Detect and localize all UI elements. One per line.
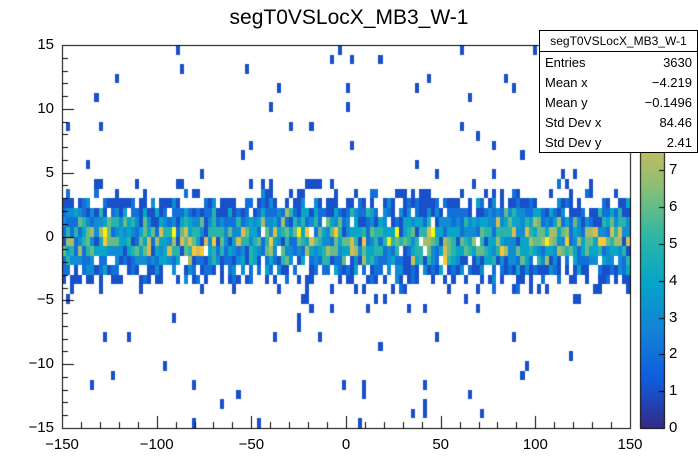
stats-row-std-dev-y: Std Dev y 2.41 — [540, 132, 697, 152]
stats-value-mean-y: −0.1496 — [644, 94, 692, 110]
stats-row-mean-x: Mean x −4.219 — [540, 72, 697, 92]
stats-row-mean-y: Mean y −0.1496 — [540, 92, 697, 112]
stats-label-std-dev-y: Std Dev y — [545, 134, 602, 150]
stats-label-std-dev-x: Std Dev x — [545, 114, 602, 130]
stats-row-entries: Entries 3630 — [540, 52, 697, 72]
stats-value-mean-x: −4.219 — [651, 74, 692, 90]
stats-row-std-dev-x: Std Dev x 84.46 — [540, 112, 697, 132]
stats-box: segT0VSLocX_MB3_W-1 Entries 3630 Mean x … — [539, 30, 698, 153]
stats-value-entries: 3630 — [663, 54, 692, 70]
stats-box-title: segT0VSLocX_MB3_W-1 — [540, 31, 697, 52]
stats-value-std-dev-y: 2.41 — [666, 134, 692, 150]
stats-label-mean-x: Mean x — [545, 74, 588, 90]
stats-value-std-dev-x: 84.46 — [659, 114, 692, 130]
stats-label-entries: Entries — [545, 54, 586, 70]
stats-label-mean-y: Mean y — [545, 94, 588, 110]
chart-title: segT0VSLocX_MB3_W-1 — [229, 6, 469, 29]
